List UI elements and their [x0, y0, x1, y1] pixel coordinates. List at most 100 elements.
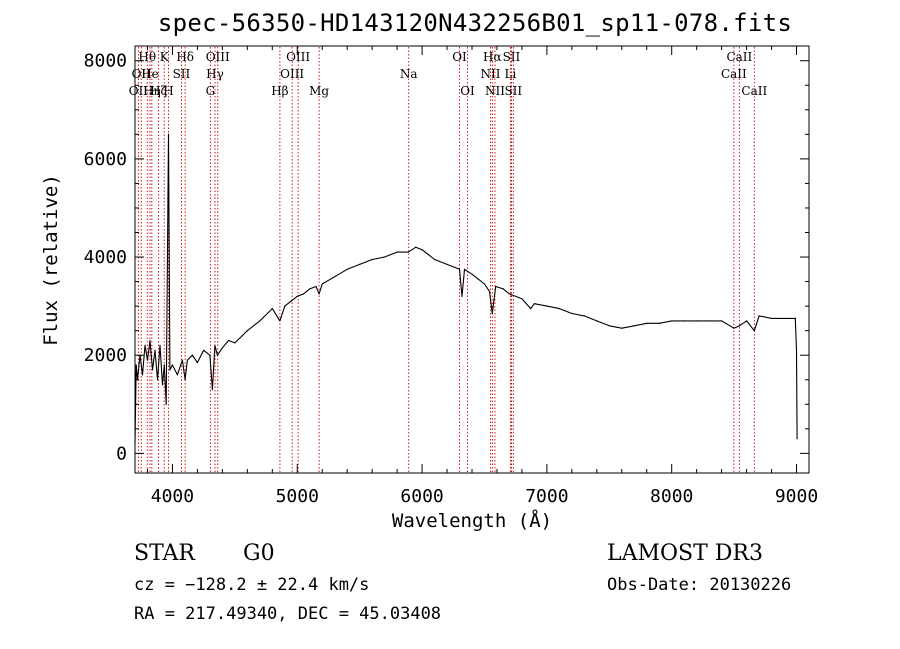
- data-point-0-66: [508, 293, 510, 295]
- x-axis: 4000 5000 6000 7000 8000 9000: [146, 46, 818, 507]
- data-point-0-88: [753, 330, 755, 332]
- data-point-0-38: [296, 295, 298, 297]
- data-point-0-82: [696, 320, 698, 322]
- data-point-0-48: [384, 256, 386, 258]
- data-point-0-89: [758, 315, 760, 317]
- data-point-0-68: [530, 308, 532, 310]
- line-label-18: OI: [452, 50, 467, 64]
- line-label-16: Mg: [309, 84, 329, 98]
- line-label-12: OIII: [206, 50, 230, 64]
- data-point-0-57: [461, 295, 463, 297]
- data-point-0-90: [771, 317, 773, 319]
- data-point-0-14: [165, 403, 167, 405]
- line-label-7: H: [163, 84, 173, 98]
- data-point-0-1: [135, 364, 137, 366]
- data-point-0-24: [203, 349, 205, 351]
- object-subclass: G0: [243, 541, 275, 566]
- data-point-0-52: [421, 249, 423, 251]
- data-point-0-25: [209, 354, 211, 356]
- line-label-22: NII: [485, 84, 505, 98]
- data-point-0-71: [558, 308, 561, 310]
- data-point-0-54: [434, 258, 436, 261]
- data-point-0-78: [646, 322, 648, 324]
- data-point-0-43: [321, 283, 323, 285]
- data-point-0-12: [161, 384, 164, 386]
- x-tick-label-1: 5000: [276, 486, 319, 507]
- y-tick-label-3: 6000: [84, 149, 127, 170]
- line-label-5: Hζ: [150, 84, 167, 98]
- y-tick-label-2: 4000: [84, 247, 127, 268]
- data-point-0-80: [671, 320, 673, 322]
- data-point-0-35: [279, 320, 281, 322]
- line-label-21: Hα: [483, 50, 502, 64]
- data-point-0-70: [546, 305, 548, 307]
- line-marker-layer: [137, 47, 755, 472]
- line-label-3: He: [141, 67, 159, 81]
- line-label-10: G: [206, 84, 216, 98]
- x-tick-label-4: 8000: [650, 486, 693, 507]
- data-point-0-65: [502, 288, 504, 290]
- data-point-0-45: [346, 268, 348, 270]
- data-point-0-13: [163, 364, 165, 366]
- data-point-0-56: [458, 268, 461, 270]
- series-layer: [134, 133, 798, 445]
- data-point-0-59: [471, 273, 473, 275]
- data-point-0-11: [159, 344, 161, 346]
- survey-name: LAMOST DR3: [607, 541, 763, 566]
- data-point-0-23: [196, 362, 198, 364]
- data-point-0-46: [359, 263, 361, 265]
- line-label-0: OII: [129, 84, 149, 98]
- data-point-0-74: [596, 320, 598, 322]
- line-label-4: Hη: [143, 84, 161, 98]
- line-label-14: OIII: [280, 67, 304, 81]
- x-tick-label-0: 4000: [151, 486, 194, 507]
- data-point-0-49: [396, 251, 398, 253]
- data-point-0-16: [169, 369, 171, 371]
- data-point-0-83: [708, 320, 710, 322]
- data-point-0-93: [795, 349, 798, 351]
- data-point-0-30: [228, 339, 230, 342]
- data-point-0-21: [186, 359, 188, 361]
- line-label-8: SII: [173, 67, 191, 81]
- line-label-27: CaII: [726, 50, 752, 64]
- data-point-0-58: [463, 268, 466, 270]
- data-point-0-4: [141, 374, 144, 376]
- line-label-26: CaII: [721, 67, 747, 81]
- data-point-0-17: [171, 364, 173, 366]
- x-axis-label: Wavelength (Å): [391, 510, 553, 532]
- data-point-0-29: [221, 347, 223, 349]
- data-point-0-91: [783, 317, 785, 319]
- data-point-0-18: [176, 374, 178, 376]
- line-label-23: Li: [505, 67, 517, 81]
- data-point-0-64: [495, 285, 497, 288]
- data-point-0-9: [154, 349, 156, 351]
- y-axis: 0 2000 4000 6000 8000: [84, 51, 809, 464]
- data-point-0-37: [290, 300, 292, 302]
- data-point-0-67: [521, 298, 523, 300]
- line-label-20: NII: [480, 67, 500, 81]
- data-point-0-26: [211, 389, 213, 391]
- data-point-0-20: [184, 379, 186, 381]
- line-label-1: OII: [132, 67, 152, 81]
- data-point-0-8: [151, 369, 154, 371]
- x-tick-label-3: 7000: [525, 486, 568, 507]
- data-point-0-7: [149, 339, 151, 342]
- data-point-0-81: [683, 320, 685, 322]
- redshift-cz: cz = −128.2 ± 22.4 km/s: [134, 575, 370, 595]
- data-point-0-73: [583, 315, 585, 317]
- data-point-0-28: [216, 354, 218, 356]
- data-point-0-51: [415, 246, 417, 248]
- sky-coordinates: RA = 217.49340, DEC = 45.03408: [134, 604, 442, 624]
- data-point-0-39: [302, 293, 305, 295]
- data-point-0-92: [794, 317, 796, 319]
- data-point-0-63: [491, 312, 493, 315]
- line-label-11: Hγ: [206, 67, 224, 81]
- data-point-0-55: [446, 263, 448, 265]
- line-label-2: Hθ: [138, 50, 156, 64]
- data-point-0-85: [733, 327, 735, 329]
- data-point-0-41: [315, 285, 317, 288]
- line-label-24: SII: [503, 50, 521, 64]
- data-point-0-60: [477, 278, 479, 280]
- data-point-0-84: [721, 320, 723, 322]
